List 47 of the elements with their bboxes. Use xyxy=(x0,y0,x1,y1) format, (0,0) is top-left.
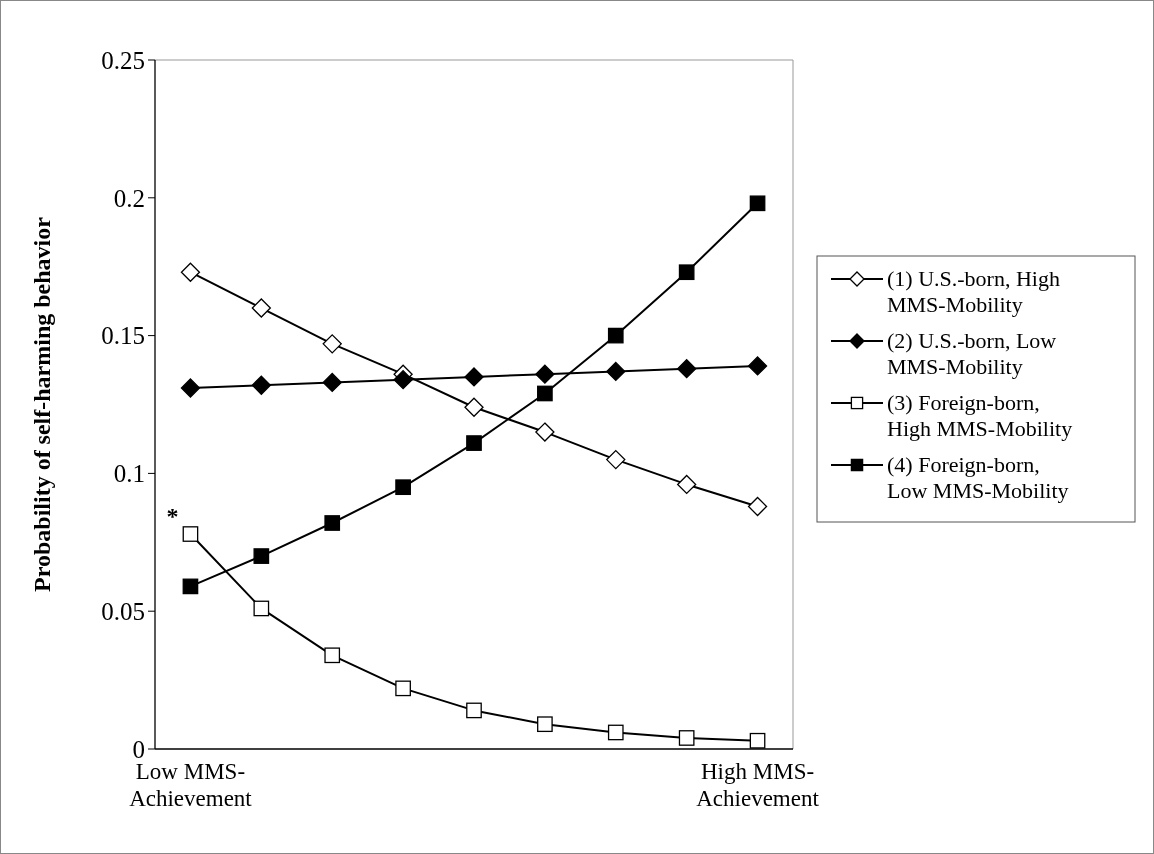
point xyxy=(747,356,768,376)
point xyxy=(535,422,555,442)
y-tick-label: 0.2 xyxy=(113,184,145,212)
point xyxy=(749,732,766,749)
point xyxy=(464,367,484,387)
y-tick-label: 0.1 xyxy=(113,460,145,488)
point xyxy=(606,449,626,470)
legend-label: (3) Foreign-born, High MMS-Mobility xyxy=(887,390,1073,441)
point xyxy=(606,361,626,382)
point xyxy=(324,515,341,531)
y-axis-title: Probability of self-harming behavior xyxy=(29,216,55,592)
point xyxy=(324,647,341,664)
point xyxy=(537,716,553,733)
point xyxy=(464,397,484,417)
point xyxy=(182,578,199,595)
point xyxy=(322,372,342,393)
annotation: * xyxy=(166,503,179,530)
point xyxy=(182,526,199,542)
point xyxy=(466,435,482,451)
point xyxy=(678,730,695,746)
point xyxy=(677,359,697,379)
legend-label: (1) U.S.-born, High MMS-Mobility xyxy=(887,266,1060,317)
point xyxy=(180,378,201,398)
point xyxy=(535,364,555,384)
y-tick-label: 0.15 xyxy=(101,322,145,350)
point xyxy=(395,479,411,496)
y-tick-label: 0.25 xyxy=(101,46,145,74)
point xyxy=(749,195,766,212)
x-tick-label: High MMS-Achievement xyxy=(696,759,820,811)
point xyxy=(466,702,482,719)
legend-label: (4) Foreign-born, Low MMS-Mobility xyxy=(887,452,1069,503)
point xyxy=(395,680,411,697)
point xyxy=(607,724,624,741)
point xyxy=(747,496,768,517)
point xyxy=(253,548,270,564)
point xyxy=(251,375,271,395)
point xyxy=(677,474,697,495)
point xyxy=(180,262,201,282)
legend-label: (2) U.S.-born, Low MMS-Mobility xyxy=(887,328,1057,379)
point xyxy=(537,385,553,402)
y-tick-label: 0.05 xyxy=(101,597,145,625)
point xyxy=(253,600,270,617)
point xyxy=(322,334,342,354)
point xyxy=(393,370,413,390)
point xyxy=(251,298,271,318)
point xyxy=(607,327,624,344)
point xyxy=(678,264,695,281)
